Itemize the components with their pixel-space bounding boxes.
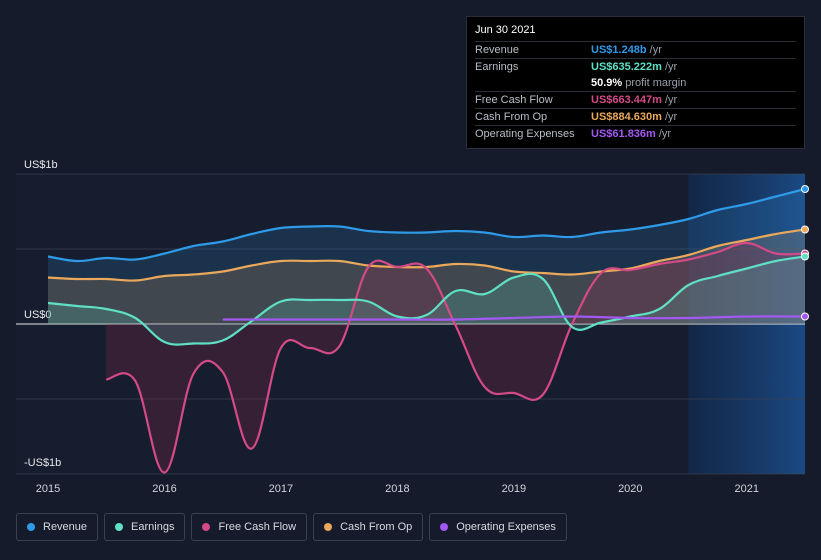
legend-label: Cash From Op: [340, 521, 413, 533]
tooltip-row-value: US$635.222m: [591, 61, 662, 73]
legend-dot-icon: [440, 523, 449, 531]
legend-label: Revenue: [43, 521, 88, 533]
tooltip-row: Earnings US$635.222m/yr: [475, 58, 796, 75]
tooltip-row: Operating Expenses US$61.836m/yr: [475, 125, 796, 142]
series-line-operating-expenses: [222, 315, 806, 321]
tooltip-row-value: US$663.447m: [591, 94, 662, 106]
legend-label: Free Cash Flow: [218, 521, 297, 533]
x-tick-label: 2019: [502, 483, 526, 495]
tooltip-row-label: Operating Expenses: [475, 128, 575, 140]
tooltip-panel: Jun 30 2021 Revenue US$1.248b/yr Earnings U…: [466, 16, 805, 149]
legend-label: Earnings: [131, 521, 175, 533]
tooltip-row: 50.9% profit margin: [475, 75, 796, 91]
x-tick-label: 2016: [152, 483, 176, 495]
y-tick-label: -US$1b: [24, 457, 61, 469]
area-free-cash-flow: [106, 242, 805, 473]
chart-svg: US$1b US$0 -US$1b 2015 2016 2017 2018 2019 2020 2…: [16, 159, 809, 495]
y-tick-label: US$0: [24, 309, 52, 321]
tooltip-row: Cash From Op US$884.630m/yr: [475, 108, 796, 125]
tooltip-row-value: 50.9%: [591, 77, 623, 89]
area-earnings: [48, 256, 805, 345]
end-point-operating-expenses: [801, 312, 809, 321]
tooltip-date: Jun 30 2021: [475, 24, 536, 36]
tooltip-row-value: US$61.836m: [591, 128, 656, 140]
legend-item-operating-expenses[interactable]: Operating Expenses: [429, 513, 567, 541]
series-line-revenue: [47, 187, 806, 263]
end-point-earnings: [801, 252, 809, 261]
tooltip-row: Free Cash Flow US$663.447m/yr: [475, 91, 796, 108]
end-point-cash-from-op: [801, 225, 809, 234]
tooltip-row-unit: /yr: [664, 94, 678, 106]
series-line-earnings: [47, 255, 806, 346]
area-cash-from-op: [48, 229, 805, 324]
tooltip-row-label: Free Cash Flow: [475, 94, 553, 106]
x-tick-label: 2018: [385, 483, 409, 495]
y-tick-label: US$1b: [24, 159, 58, 171]
legend: Revenue Earnings Free Cash Flow Cash From O…: [16, 513, 567, 541]
tooltip-row-label: Cash From Op: [475, 111, 548, 123]
legend-item-earnings[interactable]: Earnings: [104, 513, 186, 541]
area-revenue: [48, 189, 805, 324]
legend-item-free-cash-flow[interactable]: Free Cash Flow: [191, 513, 308, 541]
tooltip-row-unit: /yr: [658, 128, 672, 140]
tooltip-row-label: [475, 75, 591, 91]
legend-dot-icon: [27, 523, 35, 531]
x-tick-label: 2017: [269, 483, 293, 495]
tooltip-row-label: Earnings: [475, 61, 519, 73]
legend-item-revenue[interactable]: Revenue: [16, 513, 99, 541]
legend-dot-icon: [115, 523, 124, 531]
legend-dot-icon: [324, 523, 333, 531]
tooltip-row-value: US$1.248b: [591, 44, 647, 56]
tooltip-row-unit: /yr: [664, 61, 678, 73]
end-point-revenue: [801, 185, 809, 193]
tooltip-row-unit: /yr: [649, 44, 662, 56]
legend-dot-icon: [202, 523, 211, 531]
tooltip-row-value: US$884.630m: [591, 111, 662, 123]
legend-label: Operating Expenses: [456, 521, 556, 533]
x-tick-label: 2015: [36, 483, 60, 495]
x-tick-label: 2020: [618, 483, 642, 495]
tooltip-row-unit: /yr: [664, 111, 678, 123]
tooltip-row-unit: profit margin: [625, 77, 687, 89]
legend-item-cash-from-op[interactable]: Cash From Op: [313, 513, 424, 541]
x-tick-label: 2021: [735, 483, 759, 495]
series-line-free-cash-flow: [105, 241, 806, 474]
tooltip-row: Revenue US$1.248b/yr: [475, 41, 796, 58]
tooltip-row-label: Revenue: [475, 44, 520, 56]
